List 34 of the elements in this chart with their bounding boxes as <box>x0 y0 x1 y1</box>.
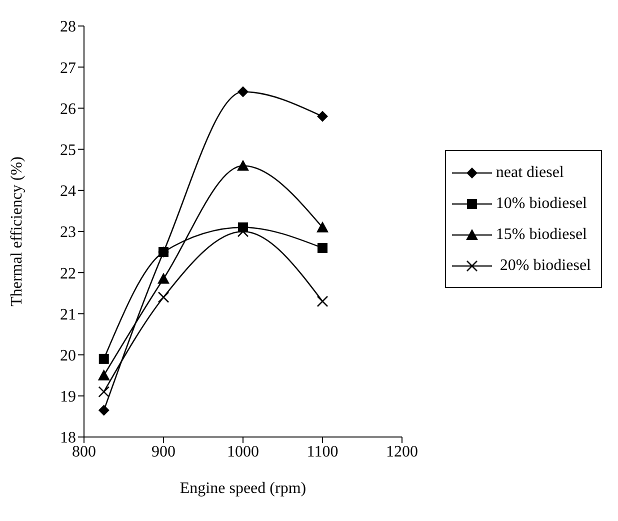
y-tick-label: 27 <box>60 60 76 77</box>
legend-label: 20% biodiesel <box>498 256 591 274</box>
x-tick-label: 1200 <box>386 443 418 460</box>
x-tick-label: 900 <box>152 443 176 460</box>
point <box>316 296 328 308</box>
point <box>237 160 249 171</box>
point <box>316 221 328 232</box>
point <box>158 272 170 284</box>
x-tick-label: 1000 <box>227 443 259 460</box>
y-tick-label: 22 <box>60 265 76 282</box>
y-tick-label: 20 <box>60 347 76 364</box>
x-axis-title: Engine speed (rpm) <box>180 480 306 497</box>
point <box>158 292 170 303</box>
point <box>237 226 249 238</box>
y-axis-title: Thermal efficiency (%) <box>8 156 26 306</box>
point <box>317 110 328 122</box>
point <box>98 386 110 398</box>
y-tick-label: 25 <box>60 142 76 159</box>
y-tick-label: 21 <box>60 306 76 324</box>
point <box>98 404 110 416</box>
y-tick-label: 19 <box>60 388 76 406</box>
point <box>98 369 110 380</box>
point <box>318 242 328 253</box>
point <box>238 86 248 98</box>
y-tick-label: 23 <box>60 224 76 242</box>
legend-label: 15% biodiesel <box>496 226 587 244</box>
x-tick-label: 1100 <box>306 443 338 460</box>
y-tick-label: 26 <box>60 100 76 118</box>
point <box>98 354 109 364</box>
legend-label: neat diesel <box>496 164 564 182</box>
y-tick-label: 24 <box>60 183 76 200</box>
point <box>158 247 168 258</box>
y-tick-label: 28 <box>60 18 76 36</box>
legend-label: 10% biodiesel <box>496 194 587 212</box>
